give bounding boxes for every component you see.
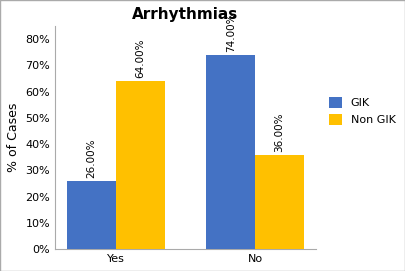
Text: 36.00%: 36.00% [275,112,285,152]
Text: 26.00%: 26.00% [86,139,96,178]
Bar [67,181,116,249]
Legend: GIK, Non GIK: GIK, Non GIK [324,92,400,130]
Title: Arrhythmias: Arrhythmias [132,7,239,22]
Bar [255,155,304,249]
Bar [116,81,164,249]
Y-axis label: % of Cases: % of Cases [7,103,20,172]
Text: 64.00%: 64.00% [135,39,145,78]
Bar [207,55,255,249]
Text: 74.00%: 74.00% [226,13,236,52]
